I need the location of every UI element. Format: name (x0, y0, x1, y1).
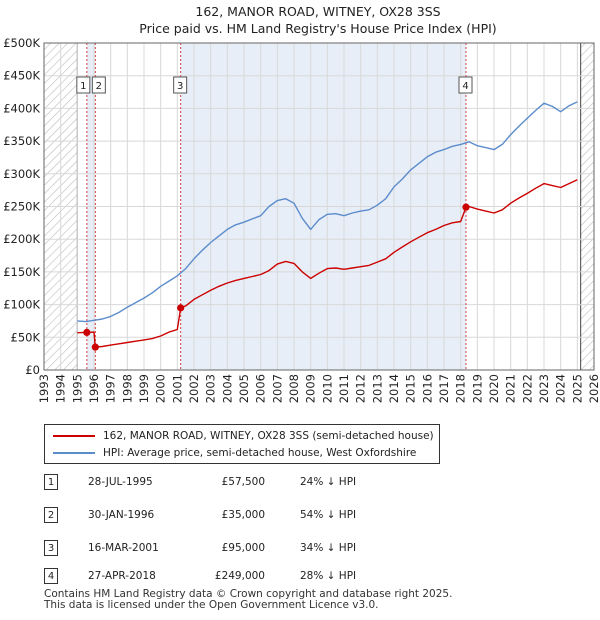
x-tick-label: 2023 (537, 374, 551, 403)
sale-marker-box (173, 76, 188, 94)
table-row: 4 27-APR-2018 £249,000 28% ↓ HPI (0, 568, 600, 588)
sale-date: 28-JUL-1995 (88, 476, 153, 488)
sale-marker-box (91, 76, 106, 94)
x-tick-label: 2019 (470, 374, 484, 403)
x-tick-label: 1997 (104, 374, 118, 403)
chart-title-line1: 162, MANOR ROAD, WITNEY, OX28 3SS (195, 4, 440, 19)
x-tick-label: 1995 (70, 374, 84, 403)
x-tick-label: 2020 (487, 374, 501, 403)
y-tick-label: £450K (3, 69, 40, 83)
x-tick-label: 2026 (587, 374, 600, 403)
table-row: 2 30-JAN-1996 £35,000 54% ↓ HPI (0, 507, 600, 527)
x-tick-label: 1999 (137, 374, 151, 403)
x-tick-label: 2002 (187, 374, 201, 403)
hpi-series-line (77, 101, 578, 323)
x-tick-label: 1993 (37, 374, 51, 403)
x-tick-label: 1994 (54, 374, 68, 403)
sale-number: 4 (44, 568, 58, 584)
x-tick-label: 2001 (170, 374, 184, 403)
x-tick-label: 2000 (154, 374, 168, 403)
x-tick-label: 2017 (437, 374, 451, 403)
sale-marker-box (76, 76, 91, 94)
x-tick-label: 2018 (454, 374, 468, 403)
legend-item-hpi: HPI: Average price, semi-detached house,… (53, 447, 416, 459)
property-series-line (77, 179, 578, 348)
chart-title-line2: Price paid vs. HM Land Registry's House … (139, 21, 496, 36)
y-tick-label: £250K (3, 200, 40, 214)
sale-marker-label: 1 (80, 81, 86, 92)
plot-frame (43, 42, 595, 371)
x-tick-label: 2007 (270, 374, 284, 403)
legend-item-property: 162, MANOR ROAD, WITNEY, OX28 3SS (semi-… (53, 430, 434, 442)
x-tick-label: 1996 (87, 374, 101, 403)
y-tick-label: £100K (3, 298, 40, 312)
y-tick-label: £500K (3, 36, 40, 50)
legend-label-hpi: HPI: Average price, semi-detached house,… (103, 447, 417, 459)
legend-label-property: 162, MANOR ROAD, WITNEY, OX28 3SS (semi-… (103, 430, 434, 442)
sale-date: 27-APR-2018 (88, 570, 156, 582)
y-tick-label: £200K (3, 232, 40, 246)
y-tick-label: £0 (25, 363, 40, 377)
y-tick-label: £300K (3, 167, 40, 181)
sale-price: £35,000 (221, 509, 265, 521)
sale-number: 2 (44, 507, 58, 523)
x-tick-label: 2004 (220, 374, 234, 403)
x-tick-label: 2021 (504, 374, 518, 403)
x-tick-label: 2013 (370, 374, 384, 403)
sale-date: 16-MAR-2001 (88, 542, 159, 554)
sale-marker-label: 3 (177, 81, 183, 92)
x-tick-label: 2024 (554, 374, 568, 403)
x-tick-label: 2012 (354, 374, 368, 403)
y-tick-label: £350K (3, 134, 40, 148)
sale-price: £95,000 (221, 542, 265, 554)
footer-line2: This data is licensed under the Open Gov… (44, 599, 379, 611)
price-chart: 162, MANOR ROAD, WITNEY, OX28 3SS Price … (3, 4, 600, 403)
table-row: 1 28-JUL-1995 £57,500 24% ↓ HPI (0, 474, 600, 494)
sale-point (462, 203, 470, 211)
footer-line1: Contains HM Land Registry data © Crown c… (44, 588, 453, 600)
x-tick-label: 2016 (420, 374, 434, 403)
sale-marker-box (458, 76, 473, 94)
sale-date: 30-JAN-1996 (88, 509, 155, 521)
sale-price: £57,500 (221, 476, 265, 488)
sale-hpi-diff: 28% ↓ HPI (300, 570, 357, 582)
x-tick-label: 2010 (320, 374, 334, 403)
legend-swatch-hpi (53, 452, 95, 454)
table-row: 3 16-MAR-2001 £95,000 34% ↓ HPI (0, 540, 600, 560)
sale-hpi-diff: 34% ↓ HPI (300, 542, 357, 554)
sale-marker-label: 4 (462, 81, 468, 92)
chart-axes: £0 £50K £100K £150K £200K £250K £300K £350K £400… (3, 36, 600, 403)
x-tick-label: 2008 (287, 374, 301, 403)
sale-number: 1 (44, 474, 58, 490)
x-tick-label: 2006 (254, 374, 268, 403)
x-tick-label: 2014 (387, 374, 401, 403)
x-tick-label: 2011 (337, 374, 351, 403)
x-tick-label: 2005 (237, 374, 251, 403)
chart-series (77, 101, 578, 348)
x-tick-label: 1998 (120, 374, 134, 403)
y-tick-label: £150K (3, 265, 40, 279)
sale-point (83, 328, 91, 336)
x-tick-label: 2025 (570, 374, 584, 403)
sale-hpi-diff: 54% ↓ HPI (300, 509, 357, 521)
legend: 162, MANOR ROAD, WITNEY, OX28 3SS (semi-… (44, 424, 440, 464)
x-tick-label: 2003 (204, 374, 218, 403)
y-tick-label: £50K (11, 330, 41, 344)
sale-price: £249,000 (214, 570, 265, 582)
sale-marker-label: 2 (96, 81, 102, 92)
sale-hpi-diff: 24% ↓ HPI (300, 476, 357, 488)
x-tick-label: 2022 (520, 374, 534, 403)
legend-swatch-property (53, 435, 95, 437)
x-tick-label: 2015 (404, 374, 418, 403)
y-tick-label: £400K (3, 101, 40, 115)
footer: Contains HM Land Registry data © Crown c… (44, 589, 452, 611)
sale-point (91, 343, 99, 351)
x-tick-label: 2009 (304, 374, 318, 403)
sale-point (177, 304, 185, 312)
sale-number: 3 (44, 540, 58, 556)
